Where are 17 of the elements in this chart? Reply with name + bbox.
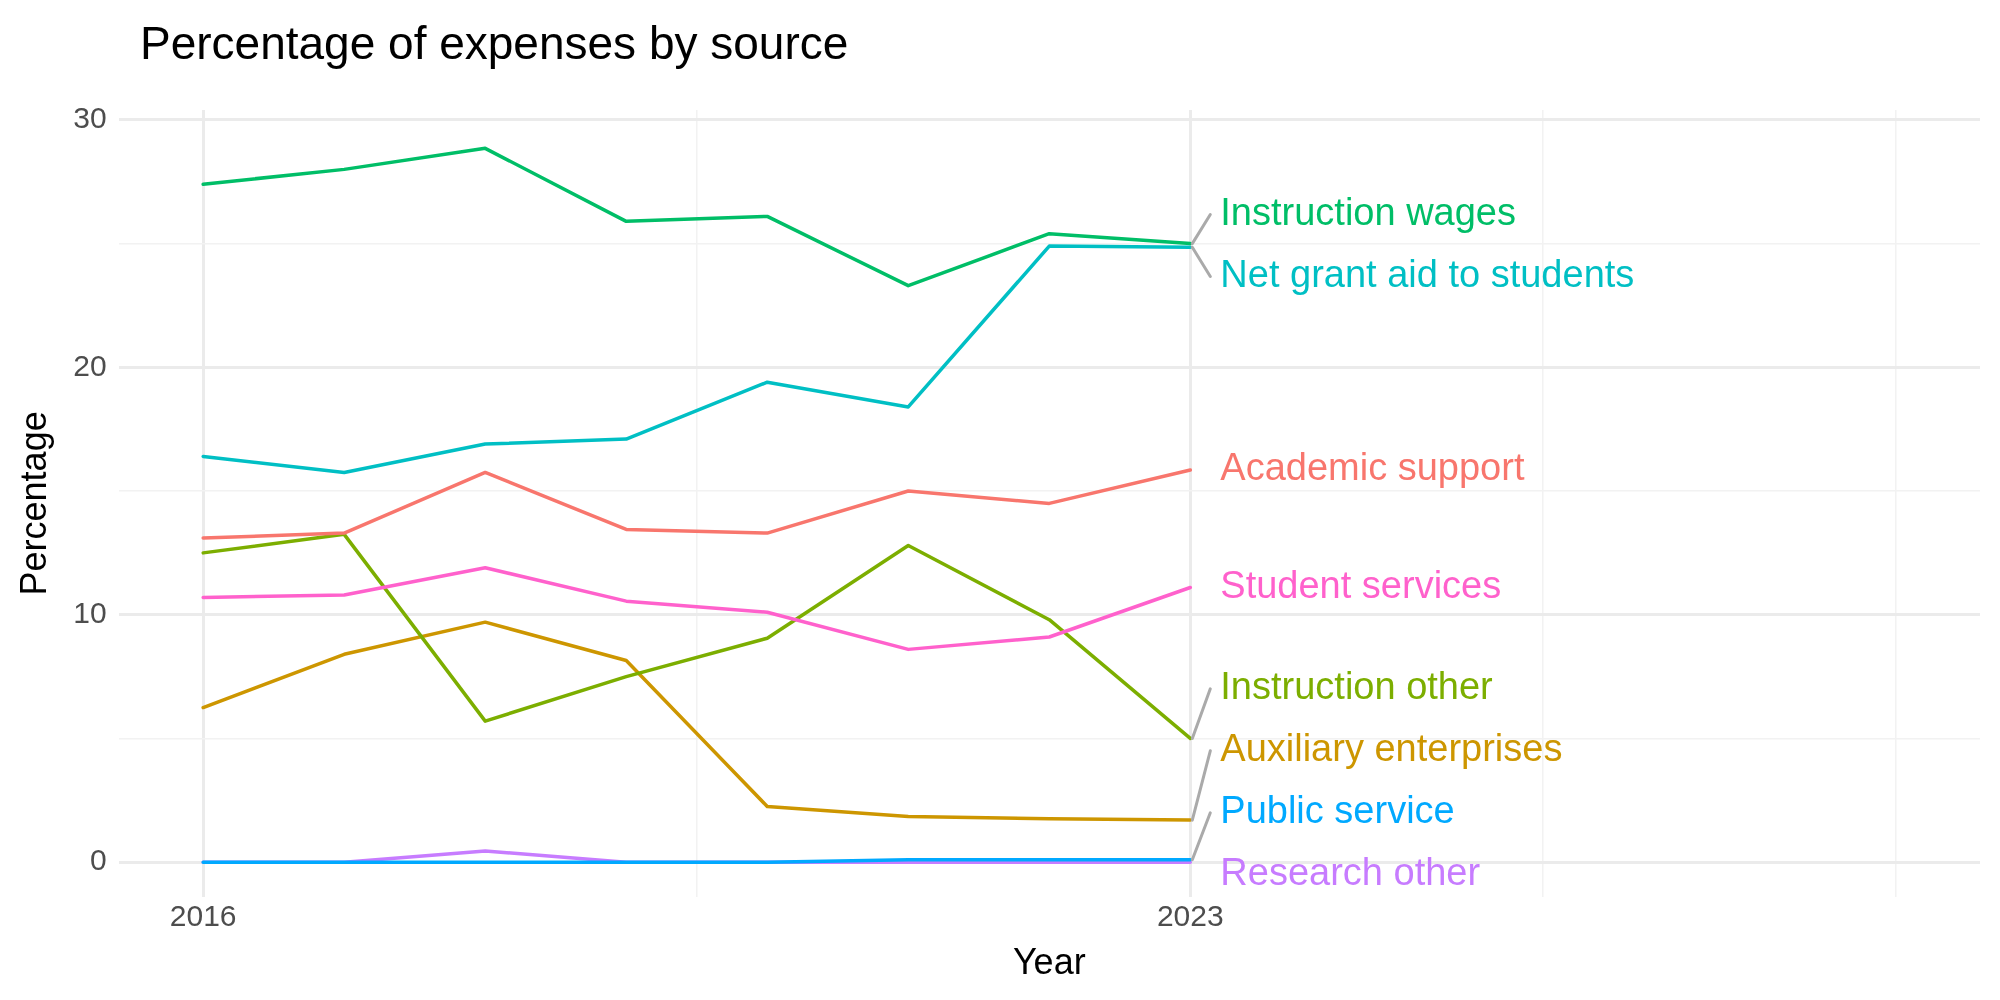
- x-tick-label: 2016: [169, 899, 237, 933]
- series-label: Net grant aid to students: [1220, 252, 1635, 295]
- series-label: Instruction other: [1220, 665, 1494, 708]
- series-label: Public service: [1220, 789, 1455, 832]
- series-label: Academic support: [1220, 446, 1525, 489]
- x-axis-title: Year: [1012, 941, 1086, 983]
- series-label: Research other: [1220, 851, 1481, 894]
- y-tick-label: 30: [73, 101, 107, 135]
- series-label: Instruction wages: [1220, 190, 1517, 233]
- series-label: Auxiliary enterprises: [1220, 727, 1563, 770]
- x-tick-label: 2023: [1156, 899, 1224, 933]
- y-tick-label: 0: [89, 843, 107, 877]
- y-tick-label: 10: [73, 596, 107, 630]
- y-tick-label: 20: [73, 348, 107, 382]
- chart-title: Percentage of expenses by source: [140, 16, 849, 70]
- series-label: Student services: [1220, 564, 1502, 607]
- y-axis-title: Percentage: [12, 411, 54, 596]
